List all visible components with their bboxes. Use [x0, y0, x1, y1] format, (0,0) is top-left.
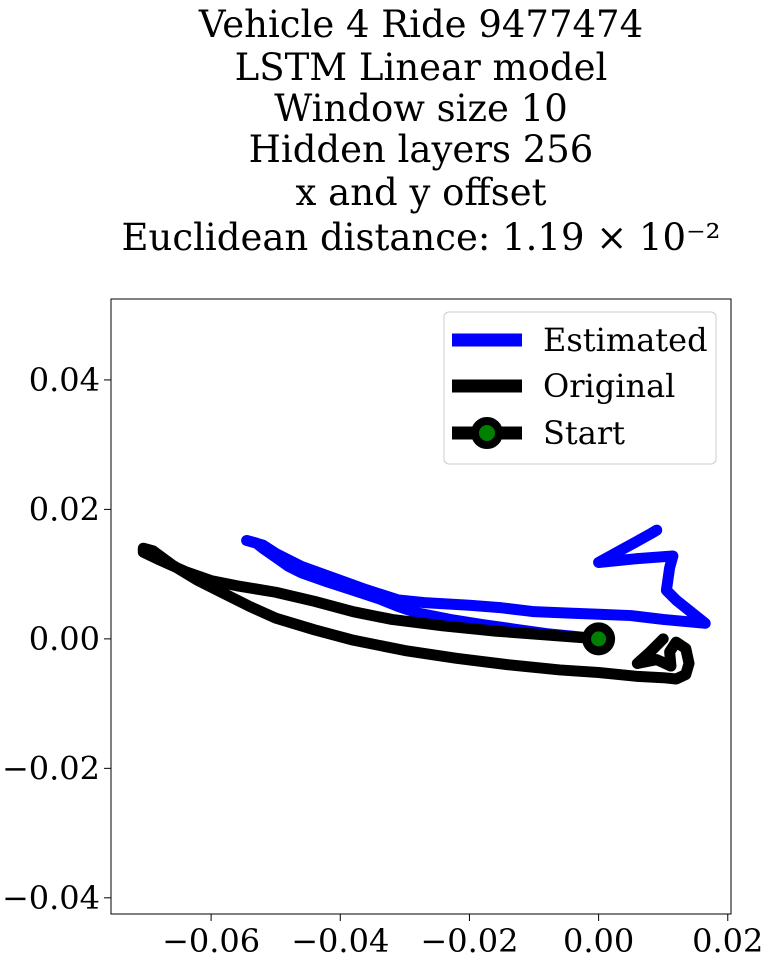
x-axis-ticks: −0.06 −0.04 −0.02 0.00 0.02 — [162, 914, 763, 960]
chart-title: Vehicle 4 Ride 9477474 LSTM Linear model… — [122, 3, 721, 259]
start-marker — [582, 622, 616, 656]
y-tick-label: 0.02 — [29, 490, 100, 528]
y-tick-label: 0.04 — [29, 361, 100, 399]
legend-swatch-start-marker — [471, 417, 503, 449]
x-tick-label: 0.02 — [692, 922, 763, 960]
x-tick-label: −0.02 — [420, 922, 518, 960]
title-line-3: Window size 10 — [274, 87, 568, 130]
series-line-original — [137, 542, 695, 685]
x-tick-label: −0.04 — [291, 922, 389, 960]
title-line-2: LSTM Linear model — [235, 46, 608, 89]
title-line-6: Euclidean distance: 1.19 × 10⁻² — [122, 216, 721, 259]
legend: Estimated Original Start — [443, 311, 717, 465]
y-tick-label: −0.04 — [2, 879, 100, 917]
title-line-1: Vehicle 4 Ride 9477474 — [198, 3, 643, 46]
y-tick-label: −0.02 — [2, 749, 100, 787]
y-tick-label: 0.00 — [29, 620, 100, 658]
series-layer — [137, 524, 711, 685]
legend-label-estimated: Estimated — [543, 321, 708, 359]
series-line-estimated — [241, 524, 711, 645]
x-tick-label: 0.00 — [563, 922, 634, 960]
legend-label-start: Start — [543, 414, 625, 452]
x-tick-label: −0.06 — [162, 922, 260, 960]
y-axis-ticks: 0.04 0.02 0.00 −0.02 −0.04 — [2, 361, 111, 917]
legend-box — [443, 311, 717, 465]
title-line-4: Hidden layers 256 — [249, 128, 594, 171]
legend-label-original: Original — [543, 367, 675, 405]
title-line-5: x and y offset — [296, 171, 547, 214]
